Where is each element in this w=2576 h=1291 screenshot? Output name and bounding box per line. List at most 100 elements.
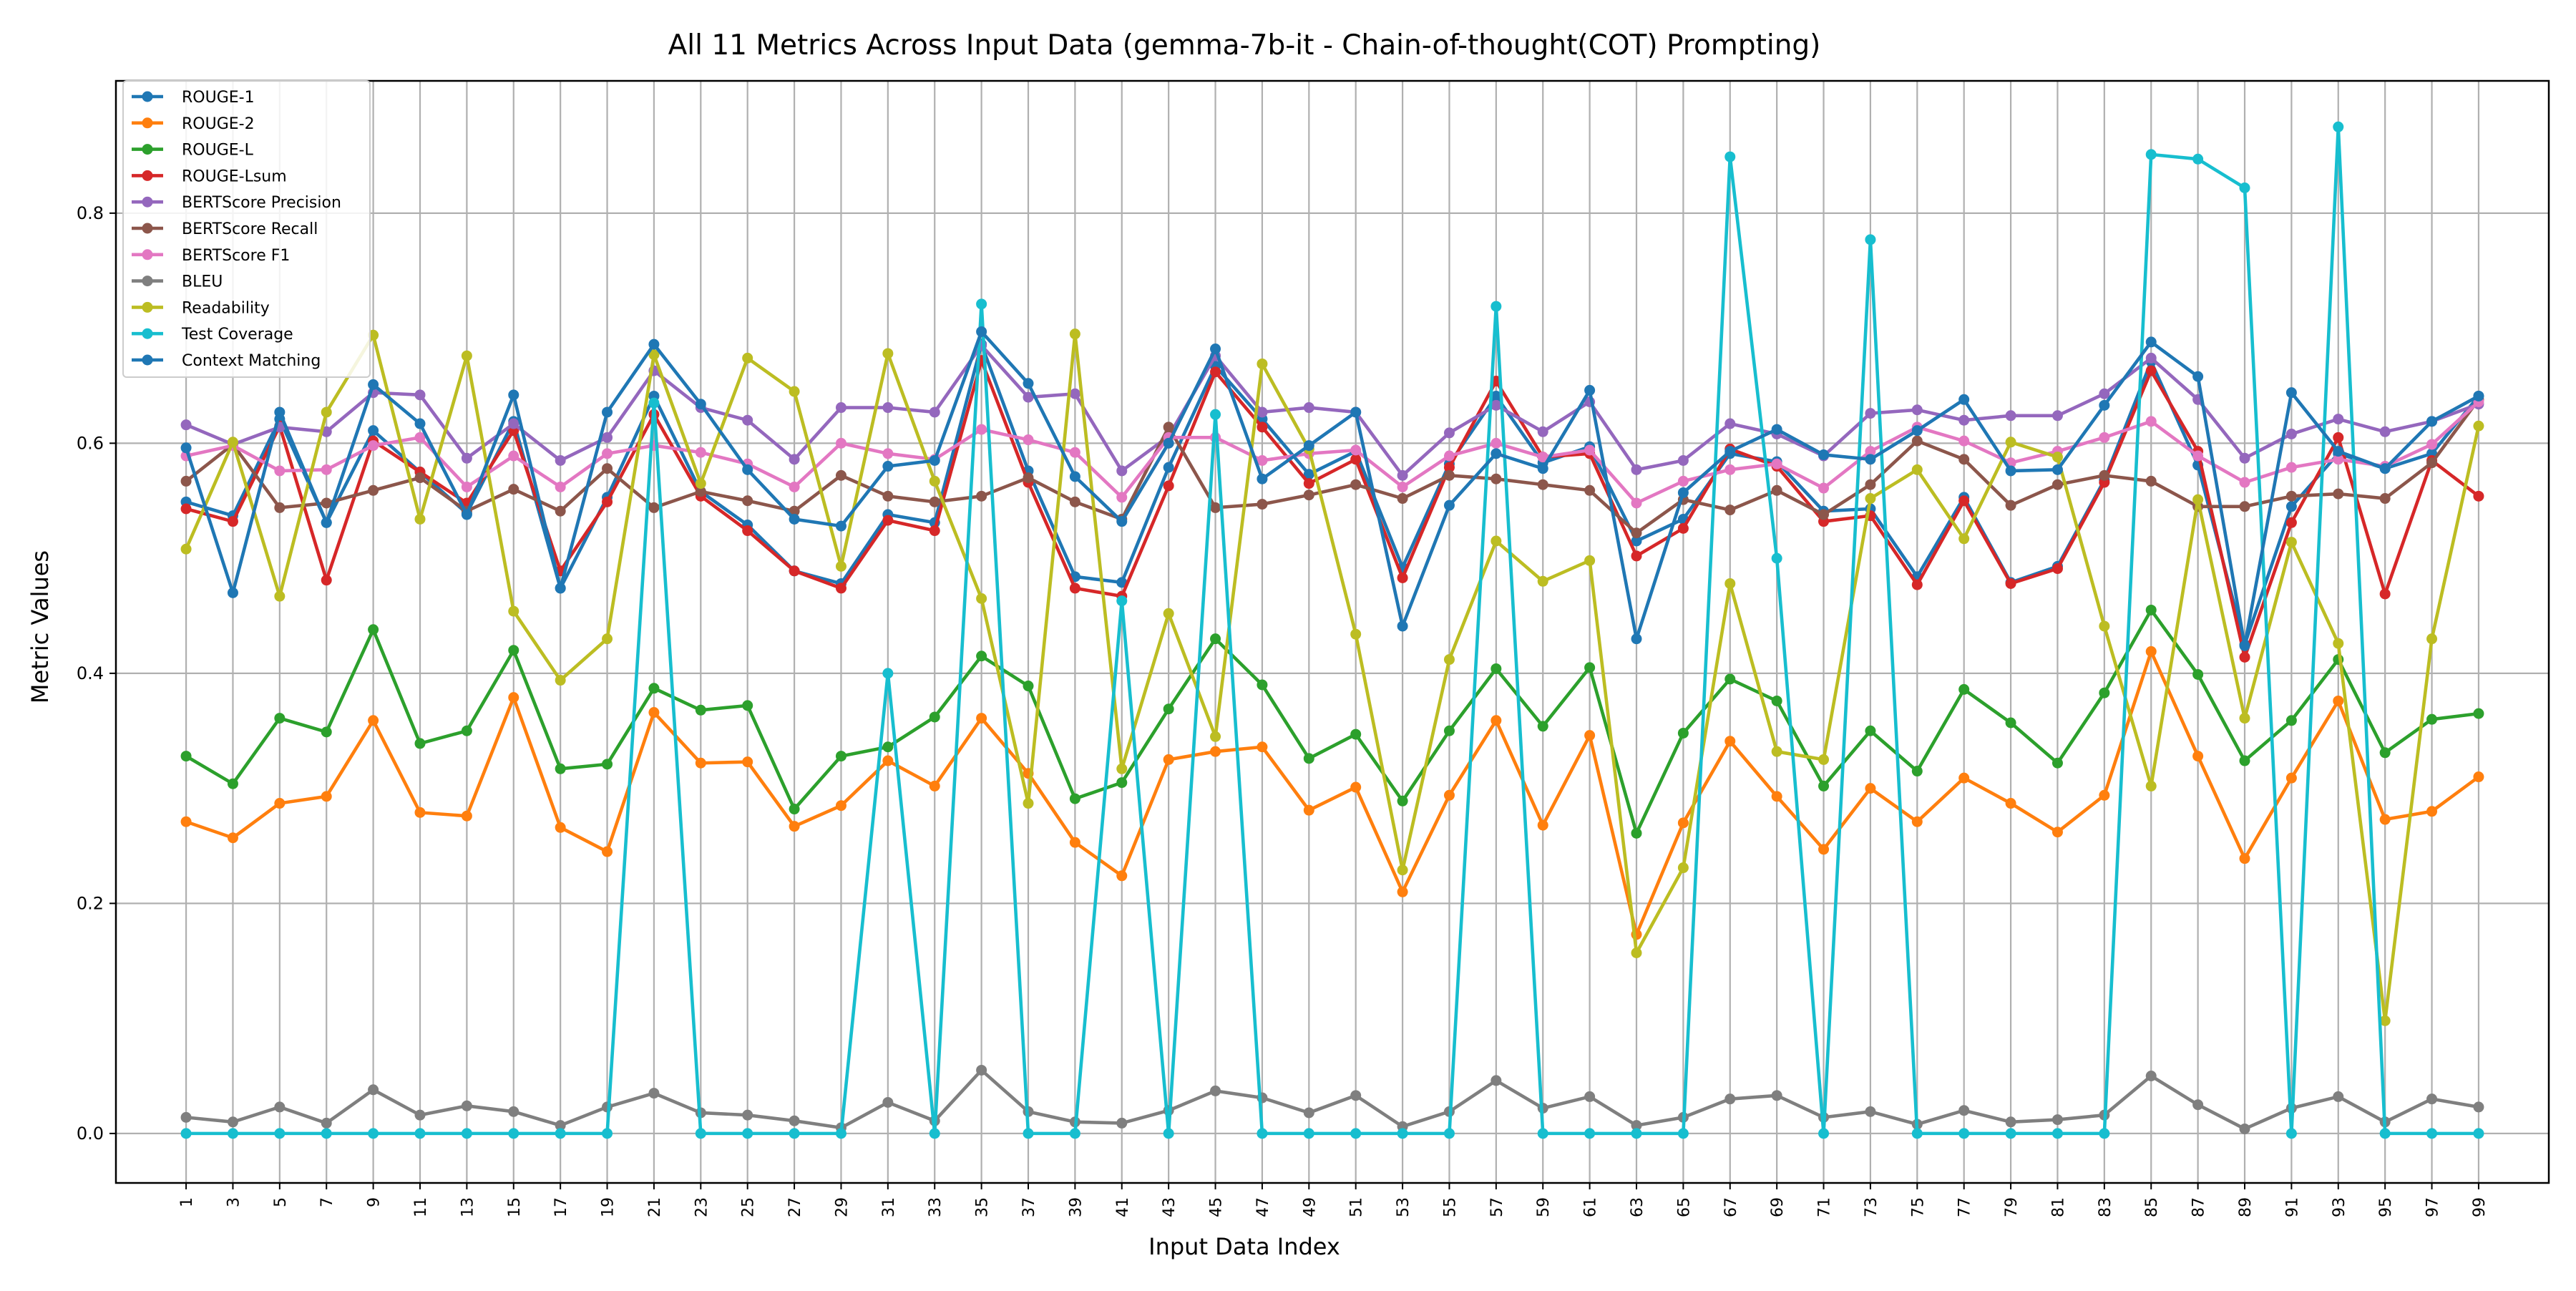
data-point [1210, 1085, 1221, 1096]
data-point [1069, 447, 1080, 458]
data-point [274, 1128, 286, 1139]
data-point [2005, 1116, 2016, 1128]
data-point [2473, 708, 2484, 719]
data-point [2005, 798, 2016, 809]
x-tick-label: 21 [646, 1197, 664, 1217]
data-point [227, 437, 238, 448]
data-point [321, 1128, 332, 1139]
data-point [180, 419, 192, 431]
data-point [1677, 522, 1689, 534]
data-point [2239, 651, 2250, 663]
data-point [835, 560, 847, 572]
legend-label: BERTScore Recall [182, 220, 318, 238]
data-point [1958, 454, 1970, 465]
data-point [461, 452, 472, 464]
data-point [321, 497, 332, 509]
data-point [1724, 673, 1736, 685]
data-point [742, 414, 753, 426]
data-point [2333, 695, 2344, 706]
data-point [929, 780, 940, 791]
data-point [1210, 502, 1221, 513]
data-point [882, 348, 894, 359]
data-point [2285, 1128, 2297, 1139]
data-point [882, 402, 894, 414]
data-point [2145, 475, 2157, 487]
series-4 [180, 340, 2484, 481]
data-point [1023, 378, 1034, 389]
data-point [1116, 516, 1128, 527]
data-point [1397, 469, 1408, 481]
data-point [1116, 1117, 1128, 1129]
data-point [2099, 469, 2110, 481]
data-point [1865, 446, 1876, 457]
data-point [2005, 717, 2016, 729]
data-point [1865, 493, 1876, 505]
data-point [274, 465, 286, 477]
data-point [2145, 780, 2157, 791]
legend-swatch-marker [142, 301, 153, 313]
x-tick-label: 39 [1067, 1197, 1085, 1217]
data-point [2239, 182, 2250, 193]
data-point [1771, 484, 1782, 496]
x-tick-label: 13 [459, 1197, 477, 1217]
data-point [2426, 806, 2438, 817]
data-point [835, 402, 847, 414]
data-point [1584, 1128, 1596, 1139]
data-point [2333, 432, 2344, 443]
data-point [1443, 427, 1455, 439]
legend-label: Test Coverage [181, 326, 293, 344]
x-tick-label: 23 [693, 1197, 711, 1217]
data-point [1677, 817, 1689, 829]
data-point [2192, 494, 2204, 505]
data-point [1023, 798, 1034, 809]
data-point [2005, 410, 2016, 422]
data-point [2005, 437, 2016, 448]
data-point [1537, 479, 1548, 490]
data-point [648, 683, 660, 694]
data-point [1818, 754, 1830, 765]
data-point [1163, 1128, 1174, 1139]
data-point [742, 700, 753, 711]
legend-item: BERTScore Recall [132, 220, 318, 238]
x-tick-label: 89 [2237, 1197, 2255, 1217]
data-point [1069, 471, 1080, 482]
data-point [2145, 604, 2157, 615]
data-point [648, 397, 660, 409]
data-point [789, 821, 800, 832]
data-point [2051, 1114, 2063, 1126]
data-point [1491, 399, 1502, 411]
data-point [1163, 754, 1174, 765]
data-point [2379, 747, 2391, 759]
data-point [1210, 731, 1221, 742]
data-point [2379, 1128, 2391, 1139]
data-point [2333, 488, 2344, 500]
data-point [2005, 1128, 2016, 1139]
series-8 [180, 328, 2484, 1026]
series-1 [180, 646, 2484, 940]
legend-item: ROUGE-1 [132, 89, 255, 107]
series-10 [180, 326, 2484, 651]
data-point [2285, 715, 2297, 726]
data-point [555, 505, 566, 517]
x-tick-label: 33 [927, 1197, 945, 1217]
data-point [976, 651, 987, 662]
data-point [976, 298, 987, 310]
data-point [1677, 1128, 1689, 1139]
data-point [1491, 473, 1502, 484]
data-point [2239, 477, 2250, 488]
data-point [1631, 497, 1642, 509]
data-point [414, 472, 426, 484]
legend-item: Readability [132, 299, 270, 317]
data-point [274, 590, 286, 602]
data-point [882, 490, 894, 502]
data-point [414, 432, 426, 443]
data-point [180, 1128, 192, 1139]
data-point [1584, 730, 1596, 741]
data-point [789, 386, 800, 397]
data-point [1958, 435, 1970, 447]
data-point [1210, 409, 1221, 420]
legend-swatch-marker [142, 144, 153, 155]
data-point [1724, 578, 1736, 589]
legend-item: BLEU [132, 273, 223, 291]
